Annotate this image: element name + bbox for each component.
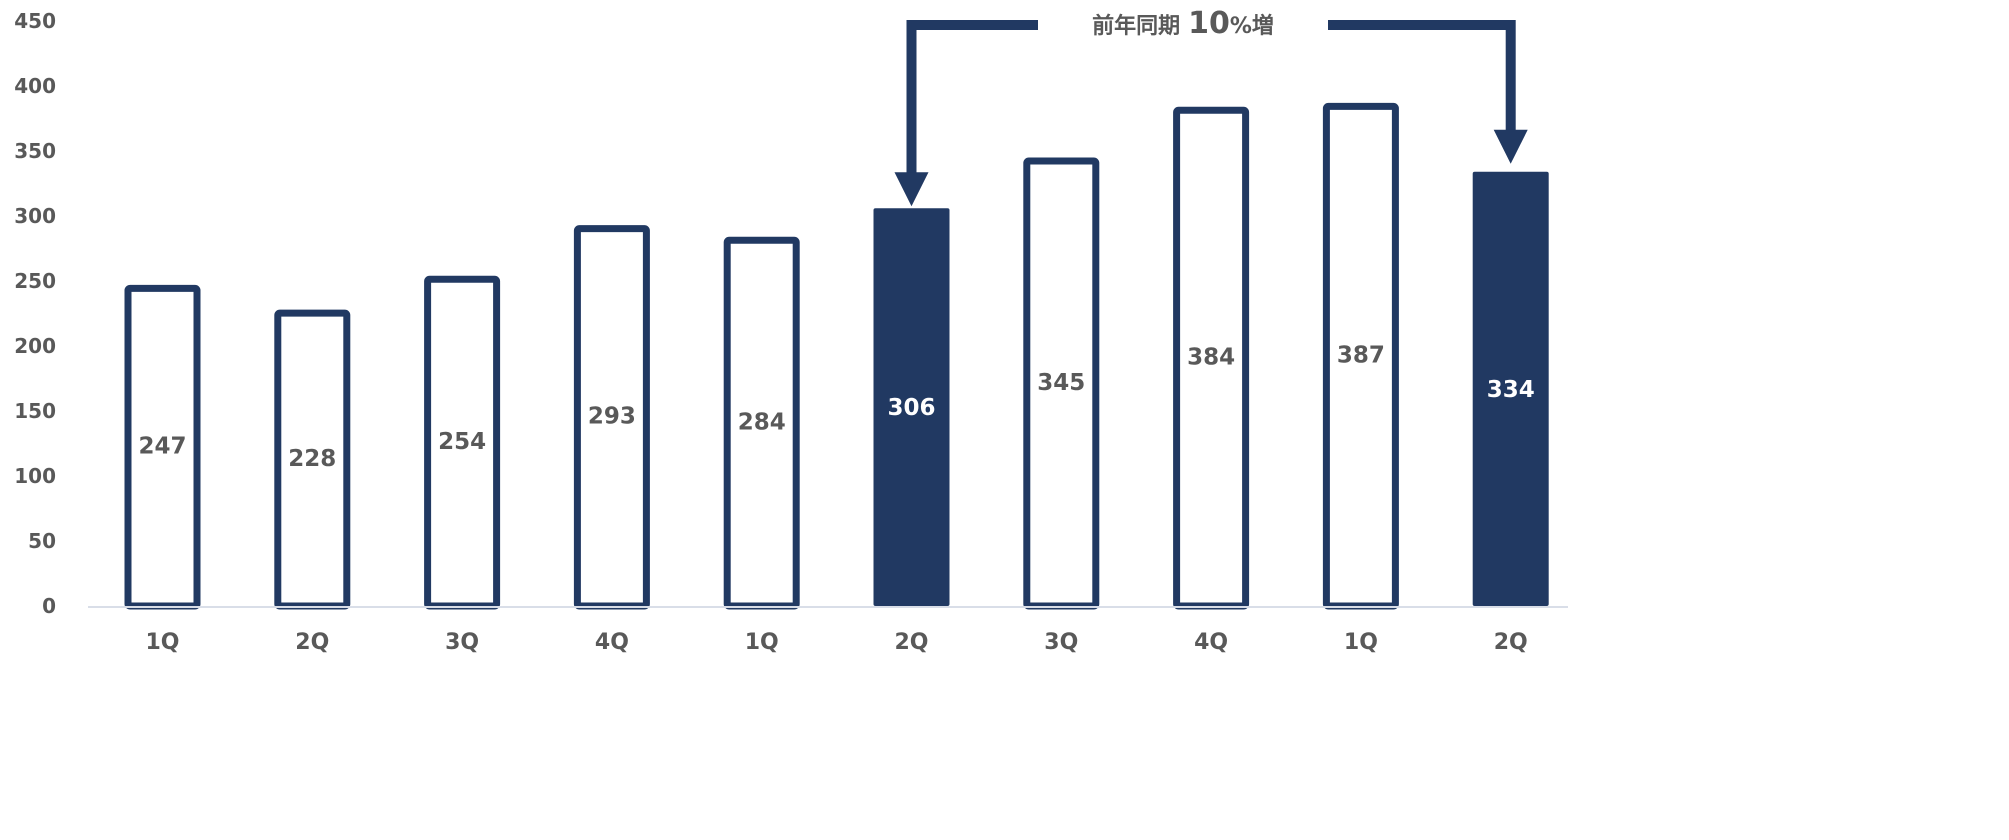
y-tick-label: 450 [14, 9, 56, 33]
bar-value-label: 334 [1487, 377, 1535, 403]
x-tick-label: 2Q [295, 630, 329, 655]
x-tick-label: 1Q [745, 630, 779, 655]
x-tick-label: 3Q [1044, 630, 1078, 655]
annotation-left-connector [906, 20, 1038, 175]
bar-value-label: 384 [1187, 344, 1235, 370]
y-tick-label: 200 [14, 334, 56, 358]
annotation-right-connector [1328, 20, 1516, 132]
chart-container: 0 50 100 150 200 250 300 350 400 450 247 228 254 293… [14, 6, 1568, 655]
x-tick-label: 4Q [1194, 630, 1228, 655]
x-tick-label: 1Q [1344, 630, 1378, 655]
y-tick-label: 100 [14, 464, 56, 488]
annotation-value: 10 [1188, 6, 1230, 41]
bar-value-label: 387 [1337, 342, 1385, 368]
bar-value-label: 254 [438, 429, 486, 455]
bar-value-label: 247 [138, 433, 186, 459]
y-axis: 0 50 100 150 200 250 300 350 400 450 [14, 9, 56, 618]
y-tick-label: 350 [14, 139, 56, 163]
bar-value-label: 284 [738, 409, 786, 435]
annotation-right-arrowhead [1493, 129, 1528, 164]
y-tick-label: 150 [14, 399, 56, 423]
bar-value-label: 345 [1037, 370, 1085, 396]
annotation-text: 前年同期 10%増 [1092, 6, 1274, 41]
bar-highlighted [873, 208, 950, 606]
y-tick-label: 250 [14, 269, 56, 293]
bars: 247 228 254 293 284 306 345 384 387 334 [124, 102, 1549, 610]
yoy-annotation: 前年同期 10%増 [894, 6, 1528, 207]
bar-highlighted [1472, 171, 1549, 607]
x-tick-label: 2Q [1494, 630, 1528, 655]
x-tick-label: 1Q [145, 630, 179, 655]
bar-value-label: 306 [887, 395, 935, 421]
bar-chart: 0 50 100 150 200 250 300 350 400 450 247 228 254 293… [14, 6, 1568, 655]
x-tick-label: 3Q [445, 630, 479, 655]
annotation-suffix: %増 [1230, 13, 1274, 39]
x-tick-label: 4Q [595, 630, 629, 655]
x-axis: 1Q 2Q 3Q 4Q 1Q 2Q 3Q 4Q 1Q 2Q [145, 630, 1527, 655]
bar-value-label: 293 [588, 404, 636, 430]
annotation-prefix: 前年同期 [1092, 13, 1180, 39]
y-tick-label: 300 [14, 204, 56, 228]
y-tick-label: 50 [28, 529, 56, 553]
y-tick-label: 0 [42, 594, 56, 618]
bar-value-label: 228 [288, 446, 336, 472]
annotation-left-arrowhead [894, 172, 929, 207]
x-tick-label: 2Q [894, 630, 928, 655]
y-tick-label: 400 [14, 74, 56, 98]
